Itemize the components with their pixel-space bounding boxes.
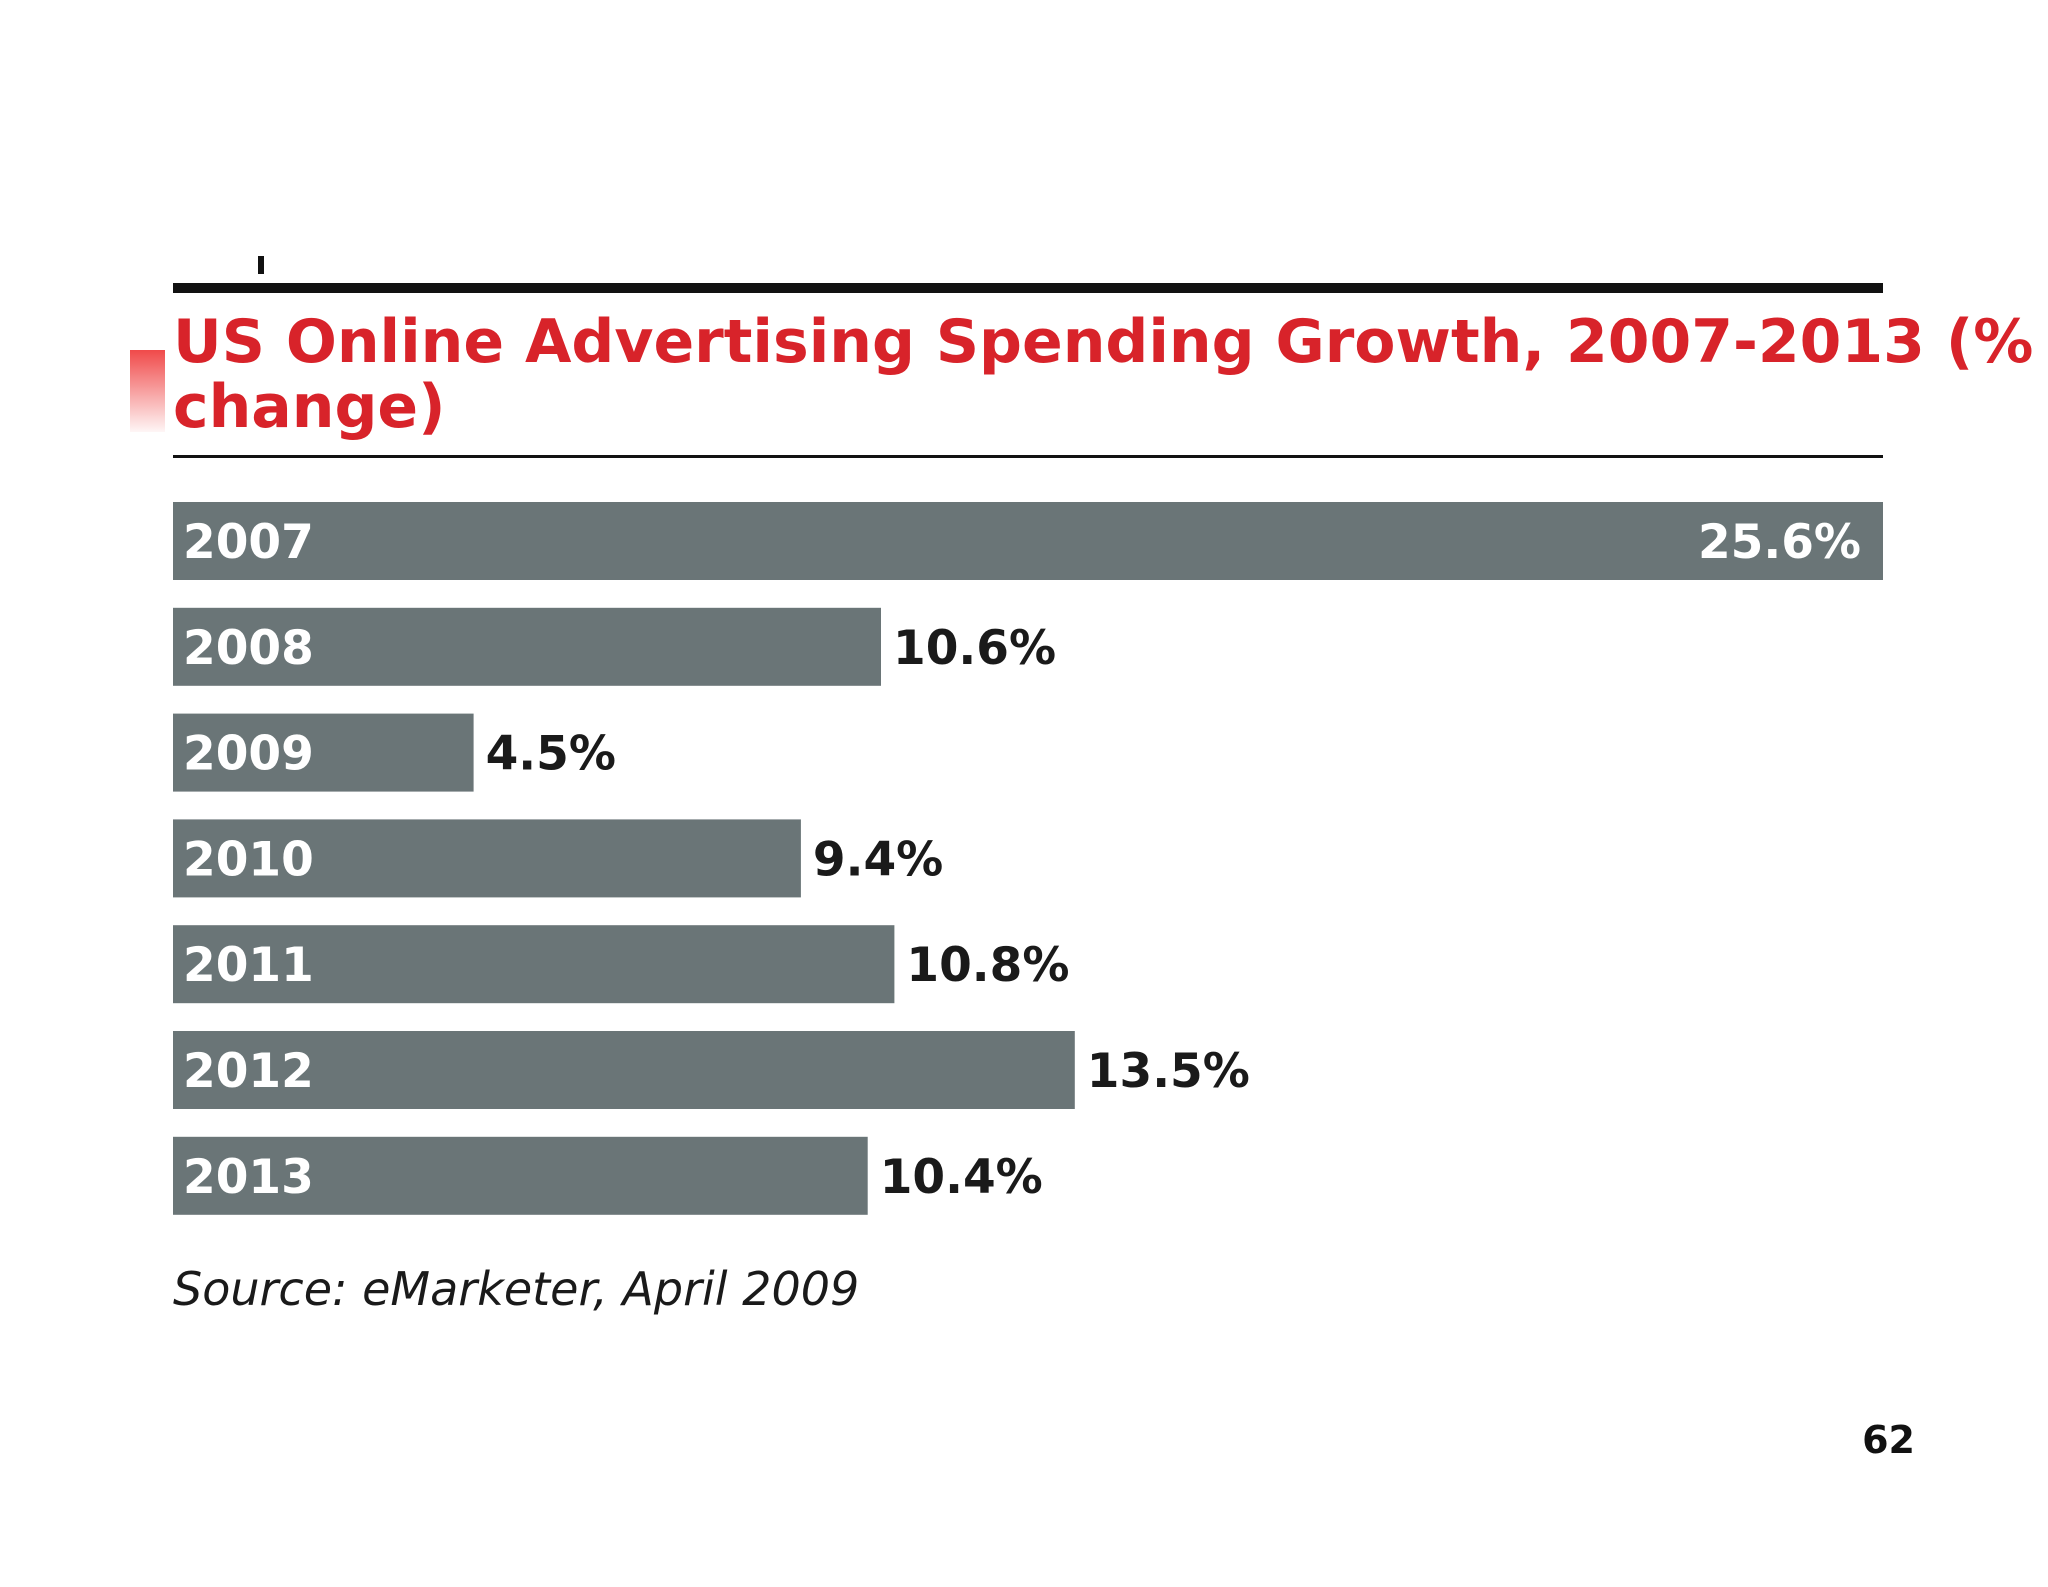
bar-2012 <box>173 1031 1075 1109</box>
bar-category-label-2012: 2012 <box>183 1044 314 1099</box>
bar-2007 <box>173 502 1883 580</box>
bar-category-label-2008: 2008 <box>183 621 314 676</box>
bar-value-label-2009: 4.5% <box>486 727 616 782</box>
bar-category-label-2007: 2007 <box>183 515 314 570</box>
bar-2008 <box>173 607 881 686</box>
page-number: 62 <box>1862 1418 1915 1462</box>
chart-title-line1: US Online Advertising Spending Growth, 2… <box>173 307 2033 377</box>
bar-value-label-2007: 25.6% <box>1698 515 1861 570</box>
bar-2013 <box>173 1136 868 1215</box>
bar-category-label-2009: 2009 <box>183 727 314 782</box>
bar-value-label-2012: 13.5% <box>1087 1044 1250 1099</box>
top-rule <box>173 283 1883 293</box>
bar-value-label-2008: 10.6% <box>893 621 1056 676</box>
bar-value-label-2013: 10.4% <box>880 1150 1043 1205</box>
chart-title-line2: change) <box>173 372 446 442</box>
bar-2011 <box>173 925 895 1004</box>
bar-category-label-2011: 2011 <box>183 938 314 993</box>
bar-category-label-2010: 2010 <box>183 832 314 887</box>
bars-group: 2007 25.6% 2008 10.6% 2009 4.5% 2010 9.4% 2011 10… <box>173 502 1883 1215</box>
bar-value-label-2010: 9.4% <box>813 832 943 887</box>
title-underline-rule <box>173 455 1883 458</box>
rule-tick <box>258 256 264 274</box>
source-note: Source: eMarketer, April 2009 <box>173 1262 859 1316</box>
title-accent-block <box>130 350 165 432</box>
bar-2009 <box>173 713 474 792</box>
bar-2010 <box>173 819 801 898</box>
bar-value-label-2011: 10.8% <box>906 938 1069 993</box>
bar-category-label-2013: 2013 <box>183 1150 314 1205</box>
